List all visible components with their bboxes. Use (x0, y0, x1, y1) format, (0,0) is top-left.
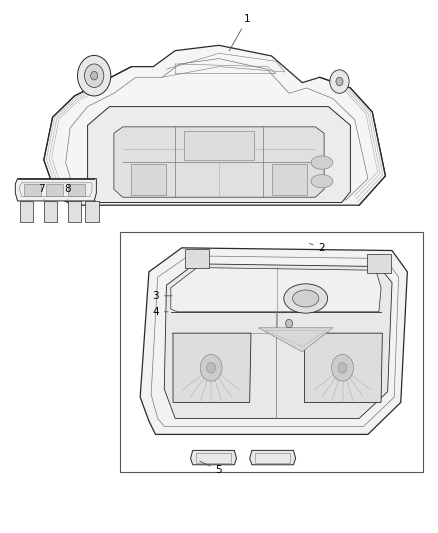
Polygon shape (258, 328, 333, 352)
Bar (68, 184, 85, 196)
Polygon shape (173, 333, 251, 402)
Polygon shape (140, 248, 407, 434)
Polygon shape (250, 450, 296, 465)
Polygon shape (272, 164, 307, 195)
Circle shape (85, 64, 104, 87)
Circle shape (338, 362, 347, 373)
Circle shape (332, 354, 353, 381)
Bar (24, 184, 41, 196)
Ellipse shape (311, 156, 333, 169)
Polygon shape (131, 164, 166, 195)
Text: 5: 5 (200, 461, 223, 475)
Circle shape (286, 319, 293, 328)
Ellipse shape (293, 290, 319, 307)
Bar (185, 249, 209, 268)
Circle shape (200, 354, 222, 381)
Bar (20, 201, 33, 222)
Polygon shape (191, 450, 237, 465)
Circle shape (330, 70, 349, 93)
Bar (46, 184, 63, 196)
Text: 2: 2 (309, 243, 325, 253)
Circle shape (207, 362, 215, 373)
Bar (120, 232, 423, 472)
Polygon shape (114, 127, 324, 197)
Polygon shape (44, 45, 385, 205)
Circle shape (91, 71, 98, 80)
Polygon shape (164, 264, 392, 418)
Text: 1: 1 (229, 14, 251, 51)
Polygon shape (88, 107, 350, 203)
Text: 4: 4 (152, 307, 168, 317)
Bar (85, 201, 99, 222)
Polygon shape (171, 268, 381, 312)
Polygon shape (304, 333, 382, 402)
Text: 8: 8 (64, 184, 71, 200)
Ellipse shape (284, 284, 328, 313)
Ellipse shape (311, 174, 333, 188)
Bar (44, 201, 57, 222)
Polygon shape (184, 131, 254, 160)
Bar (367, 254, 391, 273)
Text: 7: 7 (38, 184, 45, 200)
Polygon shape (15, 179, 96, 201)
Circle shape (336, 77, 343, 86)
Text: 3: 3 (152, 291, 173, 301)
Bar (68, 201, 81, 222)
Circle shape (78, 55, 111, 96)
